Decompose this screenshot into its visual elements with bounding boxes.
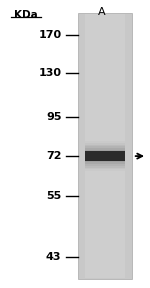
Text: KDa: KDa <box>14 10 37 20</box>
Bar <box>85 146 125 166</box>
Bar <box>85 145 125 168</box>
Text: A: A <box>98 7 106 17</box>
Bar <box>85 150 125 162</box>
Bar <box>85 143 125 169</box>
Bar <box>85 141 125 171</box>
Text: 55: 55 <box>46 192 62 201</box>
Text: 72: 72 <box>46 151 61 161</box>
Bar <box>85 14 125 278</box>
Bar <box>85 151 125 161</box>
Bar <box>78 13 132 279</box>
Bar <box>85 148 125 164</box>
Text: 170: 170 <box>38 30 61 40</box>
Text: 130: 130 <box>39 69 62 78</box>
Text: 95: 95 <box>46 112 61 122</box>
Text: 43: 43 <box>46 252 61 262</box>
